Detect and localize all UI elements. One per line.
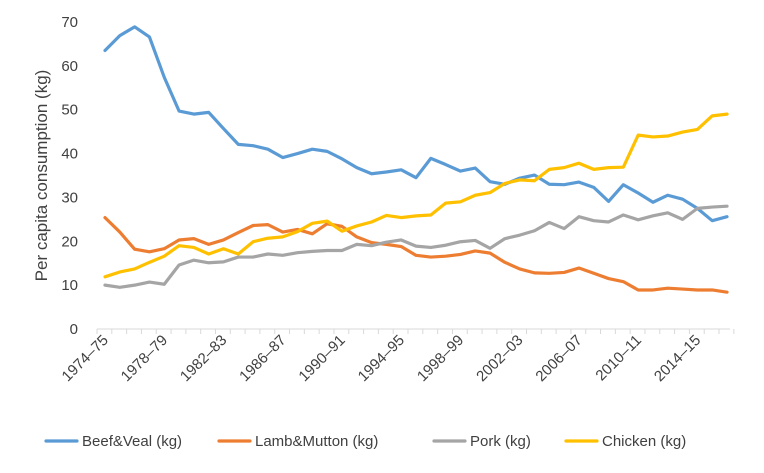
legend-label: Pork (kg): [470, 433, 531, 450]
y-axis-title: Per capita consumption (kg): [32, 70, 51, 282]
x-axis: 1974–75 1978–79 1982–83 1986–87 1990–91 1994–…: [59, 328, 735, 385]
x-tick-label: 1986–87: [236, 332, 289, 385]
series-line-chicken-kg: [103, 112, 729, 279]
y-tick-label: 50: [61, 102, 78, 119]
x-tick-label: 2006–07: [532, 332, 585, 385]
x-tick-label: 1994–95: [355, 332, 408, 385]
series-line-lamb-mutton-kg: [103, 216, 729, 294]
y-tick-label: 0: [70, 321, 78, 338]
x-tick-label: 1974–75: [59, 332, 112, 385]
y-tick-label: 20: [61, 233, 78, 250]
series-line-pork-kg: [103, 204, 729, 289]
y-tick-label: 10: [61, 277, 78, 294]
legend-label: Chicken (kg): [602, 433, 686, 450]
x-tick-label: 2010–11: [592, 332, 645, 385]
series-layer: [103, 25, 729, 294]
x-tick-label: 2002–03: [473, 332, 526, 385]
y-tick-label: 30: [61, 189, 78, 206]
legend: Beef&Veal (kg) Lamb&Mutton (kg) Pork (kg) C…: [44, 433, 686, 450]
y-tick-label: 70: [61, 14, 78, 31]
legend-label: Lamb&Mutton (kg): [255, 433, 378, 450]
x-tick-label: 2014–15: [651, 332, 704, 385]
legend-label: Beef&Veal (kg): [82, 433, 182, 450]
series-line-beef-veal-kg: [103, 25, 729, 223]
x-tick-label: 1982–83: [177, 332, 230, 385]
x-tick-label: 1990–91: [295, 332, 348, 385]
y-axis: 0 10 20 30 40 50 60 70: [61, 14, 78, 338]
x-tick-label: 1998–99: [414, 332, 467, 385]
x-tick-label: 1978–79: [118, 332, 171, 385]
y-tick-label: 60: [61, 58, 78, 75]
y-tick-label: 40: [61, 146, 78, 163]
